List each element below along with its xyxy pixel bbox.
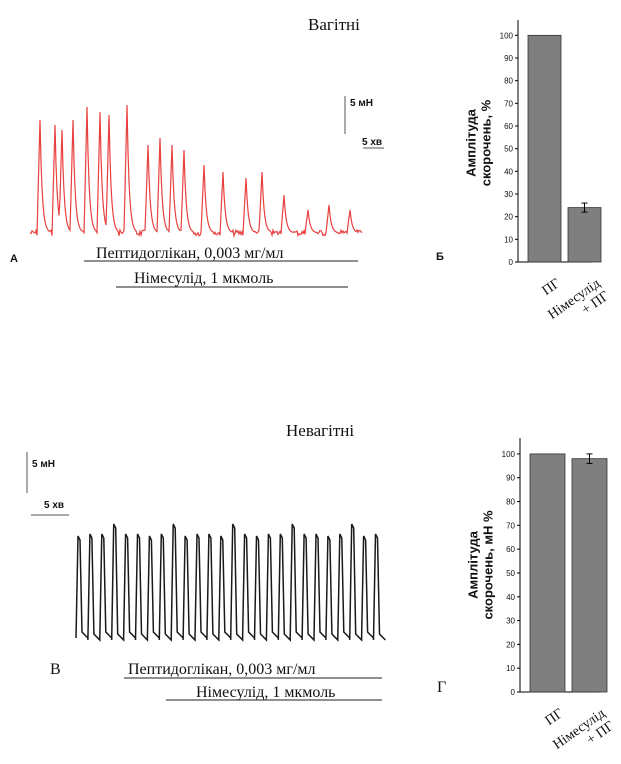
bars xyxy=(527,34,602,263)
category-label: ПГ xyxy=(540,276,564,299)
y-ticks: 0 10 20 30 40 50 60 70 80 90 100 xyxy=(500,31,518,267)
bars xyxy=(529,453,608,693)
bar xyxy=(527,34,562,263)
y-axis-label-text: Амплітудаскорочень, % xyxy=(463,99,493,186)
treatment-2-label: Німесулід, 1 мкмоль xyxy=(134,270,273,287)
contraction-trace xyxy=(29,104,363,239)
y-tick-label: 90 xyxy=(506,474,515,483)
treatment-1-label: Пептидоглікан, 0,003 мг/мл xyxy=(96,245,284,262)
y-tick-label: 0 xyxy=(509,258,514,267)
y-axis-label-text: Амплітудаскорочень, мН % xyxy=(465,510,495,620)
category-label: ПГ xyxy=(543,706,567,729)
contraction-trace xyxy=(75,523,386,642)
scale-force-label: 5 мН xyxy=(32,459,55,470)
scale-bar: 5 мН 5 хв xyxy=(344,96,384,149)
y-tick-label: 20 xyxy=(504,213,513,222)
y-tick-label: 100 xyxy=(500,31,514,40)
treatment-1-label: Пептидоглікан, 0,003 мг/мл xyxy=(128,661,316,678)
y-tick-label: 40 xyxy=(506,593,515,602)
y-tick-label: 60 xyxy=(504,122,513,131)
y-tick-label: 20 xyxy=(506,640,515,649)
y-tick-label: 50 xyxy=(506,569,515,578)
panel-label: В xyxy=(50,661,61,678)
bar xyxy=(571,458,608,693)
y-ticks: 0 10 20 30 40 50 60 70 80 90 100 xyxy=(502,450,520,697)
y-tick-label: 100 xyxy=(502,450,516,459)
y-tick-label: 10 xyxy=(506,664,515,673)
trace-title: Невагітні xyxy=(286,421,354,440)
bar xyxy=(567,207,602,263)
treatment-2-label: Німесулід, 1 мкмоль xyxy=(196,684,335,701)
y-tick-label: 60 xyxy=(506,545,515,554)
scale-time-label: 5 хв xyxy=(44,500,64,511)
scale-force-label: 5 мН xyxy=(350,98,373,109)
bar-chart-nonpregnant: Г Амплітудаскорочень, мН % 0 10 20 30 40 50 60… xyxy=(437,438,617,753)
y-tick-label: 70 xyxy=(506,521,515,530)
bar xyxy=(529,453,566,693)
panel-label: Б xyxy=(436,251,444,263)
y-tick-label: 30 xyxy=(506,617,515,626)
y-tick-label: 0 xyxy=(511,688,516,697)
y-tick-label: 70 xyxy=(504,99,513,108)
y-tick-label: 10 xyxy=(504,235,513,244)
trace-title: Вагітні xyxy=(308,15,360,34)
y-axis-label: Амплітудаскорочень, мН % xyxy=(465,510,495,620)
y-axis-label: Амплітудаскорочень, % xyxy=(463,99,493,186)
y-tick-label: 90 xyxy=(504,54,513,63)
panel-label: Г xyxy=(437,679,446,696)
trace-panel-nonpregnant: Невагітні 5 мН 5 хв Пептидоглікан, 0,003… xyxy=(26,421,386,701)
scale-time-label: 5 хв xyxy=(362,137,382,148)
y-tick-label: 80 xyxy=(504,77,513,86)
y-tick-label: 80 xyxy=(506,498,515,507)
y-tick-label: 30 xyxy=(504,190,513,199)
bar-chart-pregnant: Б Амплітудаскорочень, % 0 10 20 30 40 50 60 70 8… xyxy=(436,20,612,323)
y-tick-label: 40 xyxy=(504,167,513,176)
trace-panel-pregnant: Вагітні 5 мН 5 хв Пептидоглікан, 0,003 м… xyxy=(10,15,384,288)
y-tick-label: 50 xyxy=(504,145,513,154)
panel-label: А xyxy=(10,253,18,265)
scale-bar: 5 мН 5 хв xyxy=(26,452,69,516)
